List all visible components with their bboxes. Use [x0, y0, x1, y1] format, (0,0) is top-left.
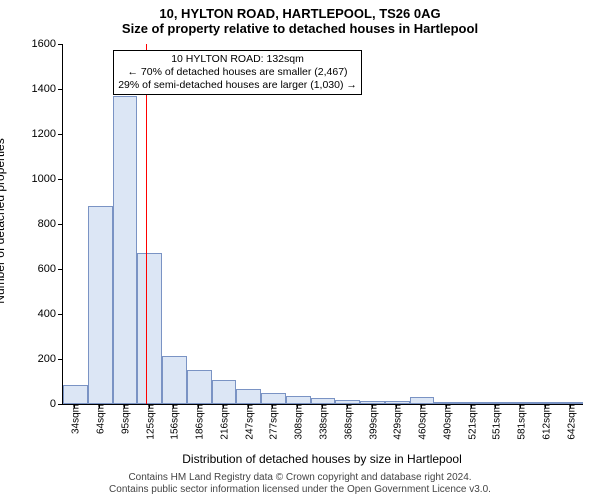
- x-tick-mark: [149, 404, 150, 408]
- y-tick-mark: [58, 224, 62, 225]
- y-tick-mark: [58, 44, 62, 45]
- x-tick-mark: [570, 404, 571, 408]
- chart-container: 10, HYLTON ROAD, HARTLEPOOL, TS26 0AG Si…: [0, 0, 600, 500]
- histogram-bar: [137, 253, 162, 404]
- histogram-bar: [162, 356, 187, 404]
- y-tick-mark: [58, 134, 62, 135]
- x-tick-mark: [322, 404, 323, 408]
- histogram-bar: [261, 393, 286, 404]
- chart-area: 0200400600800100012001400160034sqm64sqm9…: [62, 44, 582, 404]
- histogram-bar: [88, 206, 113, 404]
- x-tick-label: 308sqm: [290, 404, 305, 440]
- y-axis-label: Number of detached properties: [0, 121, 7, 321]
- x-tick-mark: [272, 404, 273, 408]
- x-tick-mark: [347, 404, 348, 408]
- x-tick-mark: [372, 404, 373, 408]
- x-tick-label: 125sqm: [141, 404, 156, 440]
- x-tick-mark: [74, 404, 75, 408]
- y-tick-mark: [58, 269, 62, 270]
- x-tick-label: 277sqm: [265, 404, 280, 440]
- y-tick-mark: [58, 404, 62, 405]
- annotation-box: 10 HYLTON ROAD: 132sqm ← 70% of detached…: [113, 50, 362, 95]
- page-title: 10, HYLTON ROAD, HARTLEPOOL, TS26 0AG: [0, 0, 600, 21]
- page-subtitle: Size of property relative to detached ho…: [0, 21, 600, 38]
- plot-region: [62, 44, 583, 405]
- x-tick-label: 34sqm: [67, 404, 82, 434]
- y-tick-mark: [58, 314, 62, 315]
- attribution-line: Contains HM Land Registry data © Crown c…: [0, 472, 600, 484]
- x-tick-label: 247sqm: [240, 404, 255, 440]
- x-tick-label: 551sqm: [488, 404, 503, 440]
- x-tick-mark: [495, 404, 496, 408]
- x-tick-mark: [248, 404, 249, 408]
- y-tick-mark: [58, 179, 62, 180]
- attribution-text: Contains HM Land Registry data © Crown c…: [0, 472, 600, 496]
- annotation-line: ← 70% of detached houses are smaller (2,…: [118, 66, 357, 79]
- x-tick-mark: [545, 404, 546, 408]
- x-tick-label: 429sqm: [389, 404, 404, 440]
- x-tick-label: 521sqm: [463, 404, 478, 440]
- y-tick-mark: [58, 359, 62, 360]
- histogram-bar: [113, 96, 138, 404]
- x-tick-label: 460sqm: [414, 404, 429, 440]
- x-tick-mark: [421, 404, 422, 408]
- x-tick-mark: [99, 404, 100, 408]
- x-axis-label: Distribution of detached houses by size …: [62, 452, 582, 466]
- x-tick-mark: [471, 404, 472, 408]
- x-tick-mark: [520, 404, 521, 408]
- x-tick-label: 399sqm: [364, 404, 379, 440]
- histogram-bar: [212, 380, 237, 404]
- x-tick-mark: [124, 404, 125, 408]
- x-tick-mark: [173, 404, 174, 408]
- y-tick-mark: [58, 89, 62, 90]
- attribution-line: Contains public sector information licen…: [0, 484, 600, 496]
- histogram-bar: [236, 389, 261, 404]
- x-tick-label: 642sqm: [562, 404, 577, 440]
- x-tick-mark: [198, 404, 199, 408]
- x-tick-mark: [223, 404, 224, 408]
- annotation-line: 29% of semi-detached houses are larger (…: [118, 79, 357, 92]
- x-tick-label: 95sqm: [116, 404, 131, 434]
- x-tick-label: 368sqm: [339, 404, 354, 440]
- x-tick-label: 490sqm: [438, 404, 453, 440]
- x-tick-label: 156sqm: [166, 404, 181, 440]
- x-tick-label: 581sqm: [513, 404, 528, 440]
- x-tick-label: 186sqm: [191, 404, 206, 440]
- x-tick-label: 338sqm: [315, 404, 330, 440]
- annotation-line: 10 HYLTON ROAD: 132sqm: [118, 53, 357, 66]
- reference-line: [146, 44, 147, 404]
- x-tick-label: 64sqm: [92, 404, 107, 434]
- histogram-bar: [286, 396, 311, 404]
- x-tick-mark: [446, 404, 447, 408]
- x-tick-label: 612sqm: [537, 404, 552, 440]
- x-tick-mark: [297, 404, 298, 408]
- histogram-bar: [410, 397, 435, 404]
- x-tick-label: 216sqm: [215, 404, 230, 440]
- x-tick-mark: [396, 404, 397, 408]
- histogram-bar: [187, 370, 212, 404]
- histogram-bar: [63, 385, 88, 404]
